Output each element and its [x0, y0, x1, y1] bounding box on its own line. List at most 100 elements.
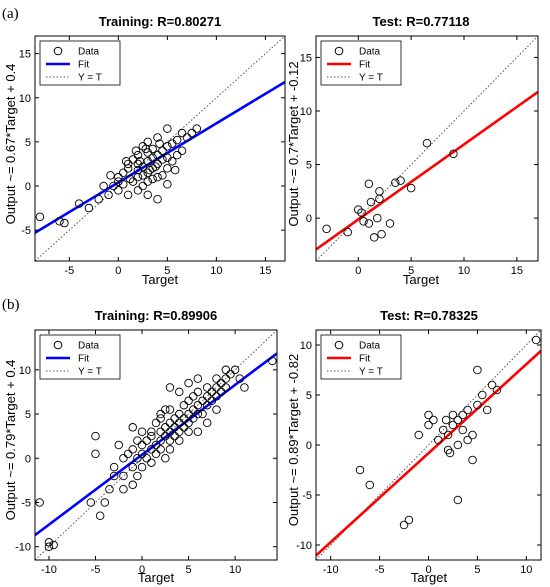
data-point: [188, 414, 198, 423]
data-point: [165, 405, 175, 414]
y-tick-label: 5: [306, 390, 312, 402]
fit-line: [35, 352, 277, 537]
data-point: [133, 172, 143, 182]
data-point: [143, 177, 152, 186]
data-point: [441, 415, 451, 425]
data-point: [359, 217, 368, 226]
data-point: [463, 405, 472, 415]
data-point: [453, 440, 463, 450]
data-point: [177, 128, 187, 138]
data-point: [44, 542, 54, 551]
data-point: [463, 435, 472, 445]
x-axis-label: Target: [138, 570, 175, 585]
data-point: [404, 515, 414, 525]
data-point: [468, 455, 477, 465]
data-point: [192, 124, 202, 133]
data-point: [142, 436, 151, 445]
data-point: [138, 171, 148, 180]
x-tick-label: -5: [375, 564, 385, 576]
chart-b-training: Training: R=0.89906 Target Output ~= 0.7…: [3, 308, 278, 585]
data-point: [35, 212, 45, 222]
x-tick-label: 5: [186, 564, 192, 576]
data-point: [212, 405, 221, 414]
data-point: [187, 128, 197, 138]
x-axis-label: Target: [403, 272, 440, 287]
chart-title: Test: R=0.77118: [373, 14, 470, 29]
data-point: [156, 409, 165, 419]
axes-frame: [34, 329, 278, 561]
data-point: [365, 480, 375, 490]
data-point: [95, 511, 105, 521]
fit-line: [316, 90, 538, 251]
data-point: [44, 538, 54, 547]
data-point: [184, 409, 193, 419]
data-point: [165, 383, 175, 392]
data-point: [355, 465, 365, 475]
data-point: [100, 498, 110, 507]
data-point: [133, 150, 143, 160]
data-point: [458, 410, 467, 420]
x-tick-label: -5: [91, 564, 101, 576]
data-point: [184, 418, 193, 428]
data-point: [131, 146, 141, 155]
data-point: [424, 410, 433, 420]
x-axis-label: Target: [142, 272, 179, 287]
data-point: [151, 449, 161, 459]
data-point: [170, 423, 179, 432]
data-point: [133, 186, 143, 195]
data-point: [207, 387, 217, 397]
x-tick-label: 0: [355, 265, 361, 277]
data-point: [138, 162, 148, 171]
data-point: [123, 449, 133, 459]
legend-entry: Data: [359, 341, 381, 352]
data-point: [396, 176, 405, 185]
data-point: [531, 335, 541, 345]
plot-marks: [316, 36, 538, 261]
y-tick-label: 0: [306, 213, 312, 225]
x-tick-label: 0: [115, 265, 121, 277]
data-point: [230, 365, 240, 375]
data-point: [202, 392, 212, 401]
data-point: [128, 423, 137, 432]
y-tick-label: -5: [302, 490, 312, 502]
data-point: [212, 374, 221, 383]
data-point: [133, 471, 142, 481]
y-tick-label: 10: [19, 365, 31, 377]
data-point: [216, 378, 226, 388]
data-point: [148, 144, 157, 154]
data-point: [155, 139, 164, 148]
data-point: [414, 430, 423, 440]
data-point: [443, 430, 453, 440]
data-point: [165, 427, 175, 436]
y-tick-label: -5: [21, 498, 31, 510]
data-point: [170, 414, 179, 423]
legend-box: [320, 40, 402, 86]
data-point: [449, 149, 458, 159]
data-point: [128, 177, 138, 186]
data-point: [523, 321, 531, 329]
data-point: [133, 159, 143, 169]
data-point: [138, 181, 148, 191]
y-tick-label: -5: [21, 225, 31, 237]
data-point: [151, 162, 160, 171]
data-point: [422, 138, 432, 148]
x-tick-label: -10: [323, 564, 339, 576]
legend-entry: Fit: [78, 354, 89, 365]
data-point: [399, 520, 409, 530]
data-point: [170, 431, 179, 441]
data-point: [118, 168, 128, 178]
data-point: [114, 440, 124, 450]
data-point: [406, 183, 416, 193]
data-point: [385, 219, 395, 228]
y-tick-label: 15: [19, 49, 31, 61]
data-point: [322, 224, 331, 234]
legend-marker-data: [53, 46, 63, 56]
y-tick-label: 0: [25, 453, 31, 465]
data-point: [153, 133, 162, 142]
data-point: [156, 427, 165, 436]
data-point: [147, 445, 156, 454]
y-tick-label: 10: [300, 340, 312, 352]
data-point: [128, 462, 137, 472]
data-point: [188, 392, 198, 401]
data-point: [193, 400, 203, 410]
